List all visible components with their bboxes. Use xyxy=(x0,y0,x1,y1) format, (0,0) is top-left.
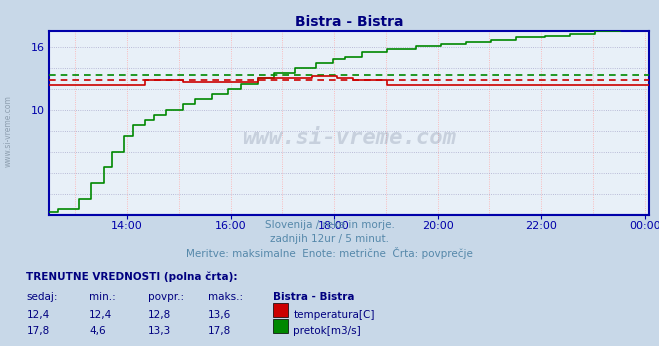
Text: pretok[m3/s]: pretok[m3/s] xyxy=(293,326,361,336)
Text: maks.:: maks.: xyxy=(208,292,243,302)
Text: 12,4: 12,4 xyxy=(26,310,49,320)
Text: 12,4: 12,4 xyxy=(89,310,112,320)
Text: Bistra - Bistra: Bistra - Bistra xyxy=(273,292,355,302)
Text: 12,8: 12,8 xyxy=(148,310,171,320)
Text: min.:: min.: xyxy=(89,292,116,302)
Text: www.si-vreme.com: www.si-vreme.com xyxy=(243,127,456,147)
Text: zadnjih 12ur / 5 minut.: zadnjih 12ur / 5 minut. xyxy=(270,234,389,244)
Text: TRENUTNE VREDNOSTI (polna črta):: TRENUTNE VREDNOSTI (polna črta): xyxy=(26,272,238,282)
Text: sedaj:: sedaj: xyxy=(26,292,58,302)
Text: 4,6: 4,6 xyxy=(89,326,105,336)
Text: Slovenija / reke in morje.: Slovenija / reke in morje. xyxy=(264,220,395,230)
Text: 13,3: 13,3 xyxy=(148,326,171,336)
Text: temperatura[C]: temperatura[C] xyxy=(293,310,375,320)
Text: 17,8: 17,8 xyxy=(208,326,231,336)
Text: povpr.:: povpr.: xyxy=(148,292,185,302)
Text: Meritve: maksimalne  Enote: metrične  Črta: povprečje: Meritve: maksimalne Enote: metrične Črta… xyxy=(186,247,473,260)
Text: www.si-vreme.com: www.si-vreme.com xyxy=(3,95,13,167)
Title: Bistra - Bistra: Bistra - Bistra xyxy=(295,15,403,29)
Text: 17,8: 17,8 xyxy=(26,326,49,336)
Text: 13,6: 13,6 xyxy=(208,310,231,320)
